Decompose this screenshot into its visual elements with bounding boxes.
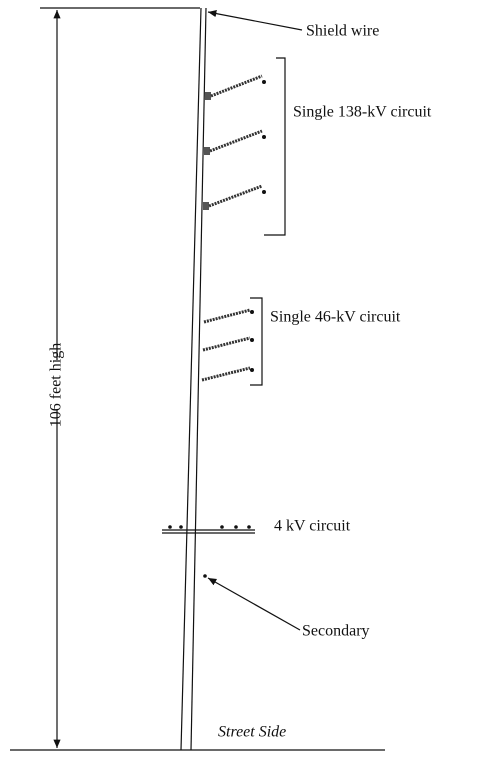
pole-right-edge	[190, 7, 207, 751]
bracket-46kv	[250, 297, 263, 386]
crossarm-4kv	[162, 525, 255, 534]
arms-138kv	[203, 74, 266, 210]
secondary-label: Secondary	[302, 623, 370, 640]
secondary-arrow	[207, 577, 301, 631]
secondary-point	[203, 574, 207, 578]
shield-wire-arrow	[207, 10, 303, 31]
height-label: 106 feet high	[48, 343, 65, 427]
street-side-label: Street Side	[218, 724, 286, 741]
arms-46kv	[201, 308, 254, 382]
shield-wire-label: Shield wire	[306, 23, 379, 40]
circuit-46kv-label: Single 46-kV circuit	[270, 309, 401, 326]
pole-left-edge	[180, 7, 202, 751]
bracket-138kv	[264, 57, 286, 236]
circuit-138kv-label: Single 138-kV circuit	[293, 104, 432, 121]
circuit-4kv-label: 4 kV circuit	[274, 518, 351, 535]
